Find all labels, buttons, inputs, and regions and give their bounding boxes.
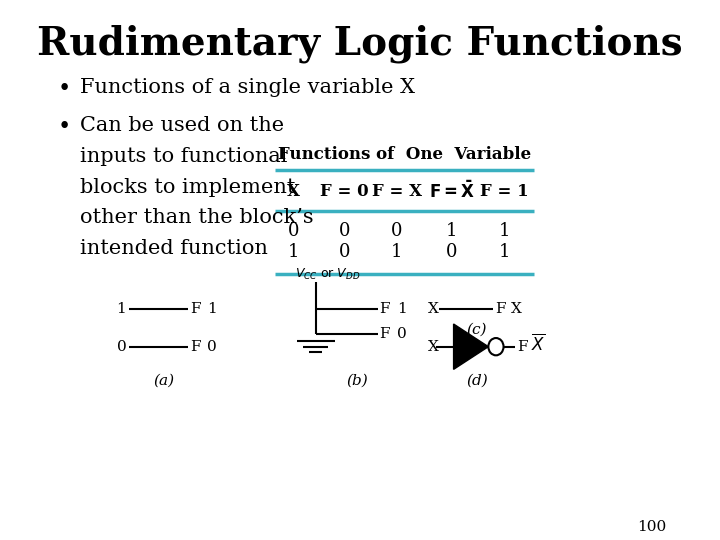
Text: (d): (d) — [466, 374, 488, 388]
Text: (a): (a) — [153, 374, 174, 388]
Text: F: F — [379, 327, 390, 341]
Polygon shape — [454, 324, 488, 369]
Text: F: F — [379, 302, 390, 316]
Text: F = X: F = X — [372, 183, 422, 200]
Text: blocks to implement: blocks to implement — [81, 178, 296, 197]
Text: Functions of a single variable X: Functions of a single variable X — [81, 78, 415, 97]
Text: X: X — [510, 302, 521, 316]
Text: 0: 0 — [446, 243, 457, 261]
Text: Functions of  One  Variable: Functions of One Variable — [278, 146, 531, 163]
Text: 1: 1 — [498, 222, 510, 240]
Text: 0: 0 — [338, 243, 350, 261]
Text: 1: 1 — [446, 222, 457, 240]
Text: 1: 1 — [498, 243, 510, 261]
Text: F = 0: F = 0 — [320, 183, 369, 200]
Text: intended function: intended function — [81, 239, 269, 258]
Text: •: • — [58, 78, 71, 100]
Text: 0: 0 — [391, 222, 402, 240]
Text: 0: 0 — [397, 327, 406, 341]
Text: F: F — [190, 340, 200, 354]
Text: $\overline{X}$: $\overline{X}$ — [531, 334, 545, 354]
Text: 1: 1 — [397, 302, 406, 316]
Text: $\mathbf{F = \bar{X}}$: $\mathbf{F = \bar{X}}$ — [428, 181, 474, 202]
Text: F: F — [517, 340, 527, 354]
Text: X: X — [287, 183, 300, 200]
Text: Can be used on the: Can be used on the — [81, 116, 284, 135]
Text: (c): (c) — [467, 322, 487, 336]
Text: 0: 0 — [288, 222, 300, 240]
Text: inputs to functional: inputs to functional — [81, 147, 288, 166]
Text: 0: 0 — [207, 340, 217, 354]
Text: (b): (b) — [346, 374, 368, 388]
Text: 100: 100 — [637, 519, 667, 534]
Text: F: F — [190, 302, 200, 316]
Text: $V_{CC}$ or $V_{DD}$: $V_{CC}$ or $V_{DD}$ — [295, 267, 361, 282]
Text: other than the block’s: other than the block’s — [81, 208, 314, 227]
Text: 0: 0 — [338, 222, 350, 240]
Text: •: • — [58, 116, 71, 138]
Text: F = 1: F = 1 — [480, 183, 528, 200]
Text: Rudimentary Logic Functions: Rudimentary Logic Functions — [37, 24, 683, 63]
Text: X: X — [428, 302, 439, 316]
Text: 1: 1 — [117, 302, 126, 316]
Text: 1: 1 — [288, 243, 300, 261]
Text: 1: 1 — [391, 243, 402, 261]
Text: F: F — [495, 302, 505, 316]
Text: 0: 0 — [117, 340, 126, 354]
Text: X: X — [428, 340, 439, 354]
Text: 1: 1 — [207, 302, 217, 316]
